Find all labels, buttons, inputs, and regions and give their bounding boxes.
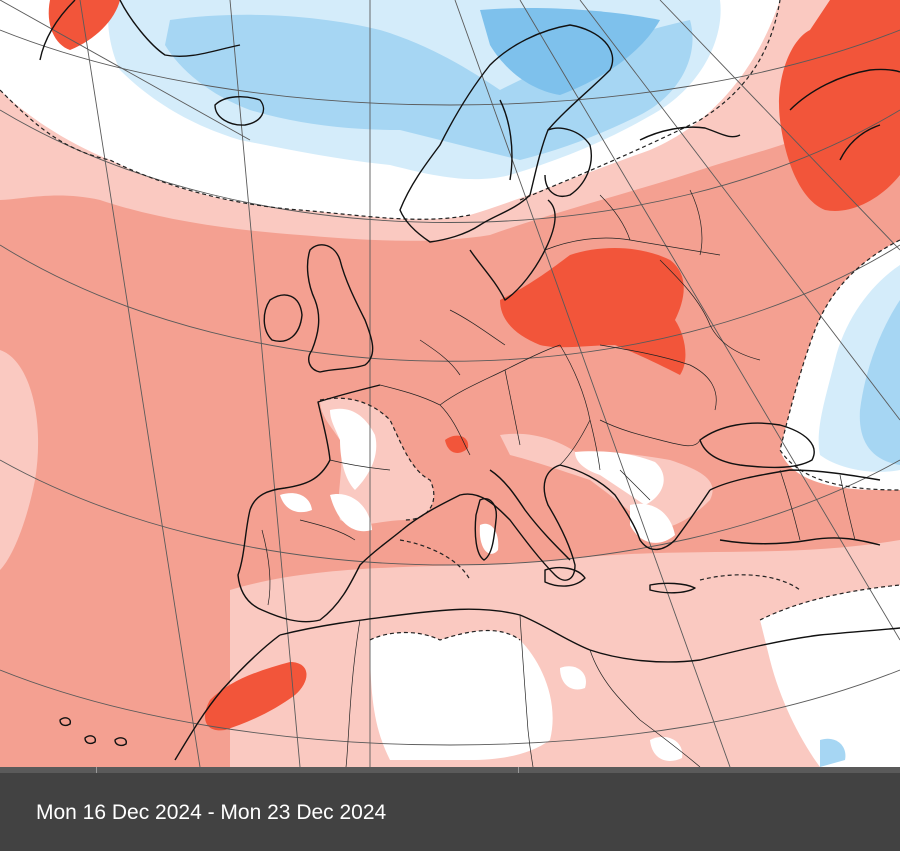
- timeline-tick: [96, 767, 97, 773]
- neutral-tunisia: [560, 666, 586, 690]
- neutral-greece: [630, 503, 675, 543]
- neutral-spain-north: [280, 493, 312, 513]
- neutral-north-africa: [370, 630, 553, 760]
- neutral-libya: [650, 736, 683, 761]
- country-borders: [261, 189, 856, 767]
- coastlines: [39, 0, 900, 761]
- graticule: [0, 0, 900, 767]
- strong-cool-scandinavia: [480, 8, 660, 96]
- anomaly-contours: [0, 0, 900, 641]
- light-warm-atlantic: [0, 350, 39, 570]
- date-range-label: Mon 16 Dec 2024 - Mon 23 Dec 2024: [36, 801, 387, 824]
- timeline-tick: [518, 767, 519, 773]
- neutral-sardinia: [479, 523, 499, 554]
- anomaly-map[interactable]: [0, 0, 900, 767]
- neutral-spain-east: [330, 494, 372, 532]
- neutral-france: [330, 408, 377, 490]
- caption-bar: Mon 16 Dec 2024 - Mon 23 Dec 2024: [0, 767, 900, 851]
- cool-south-east: [820, 738, 846, 767]
- cool-north: [165, 14, 693, 160]
- light-warm-balkans: [500, 433, 713, 530]
- cool-east: [859, 300, 900, 465]
- timeline-track[interactable]: [0, 767, 900, 773]
- map-canvas: [0, 0, 900, 767]
- strong-warm-russia: [779, 0, 900, 211]
- strong-warm-morocco: [205, 662, 307, 731]
